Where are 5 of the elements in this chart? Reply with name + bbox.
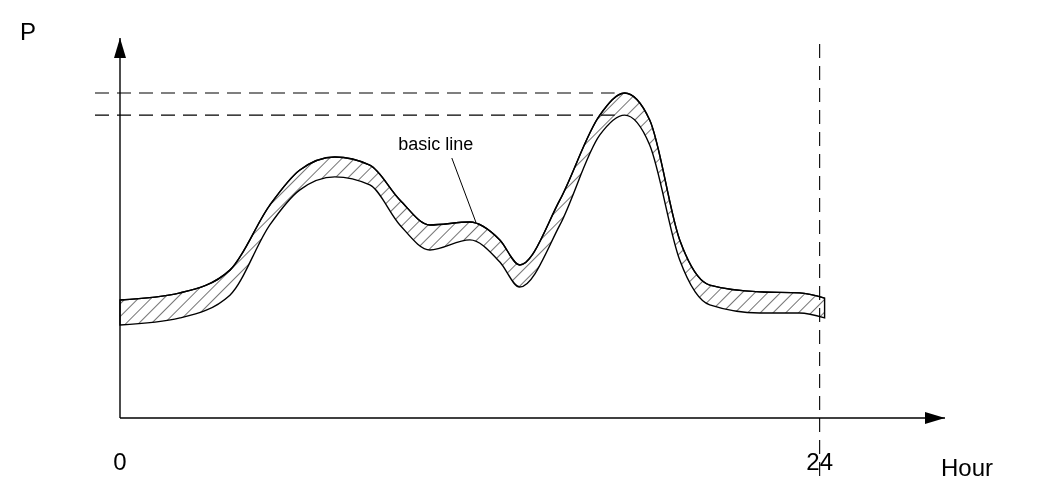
x-tick-label: 24	[806, 448, 833, 475]
annotation: basic line	[398, 134, 474, 155]
y-axis-title: P	[20, 18, 37, 45]
x-tick-label: 0	[113, 448, 127, 475]
x-axis-title: Hour	[940, 454, 994, 481]
